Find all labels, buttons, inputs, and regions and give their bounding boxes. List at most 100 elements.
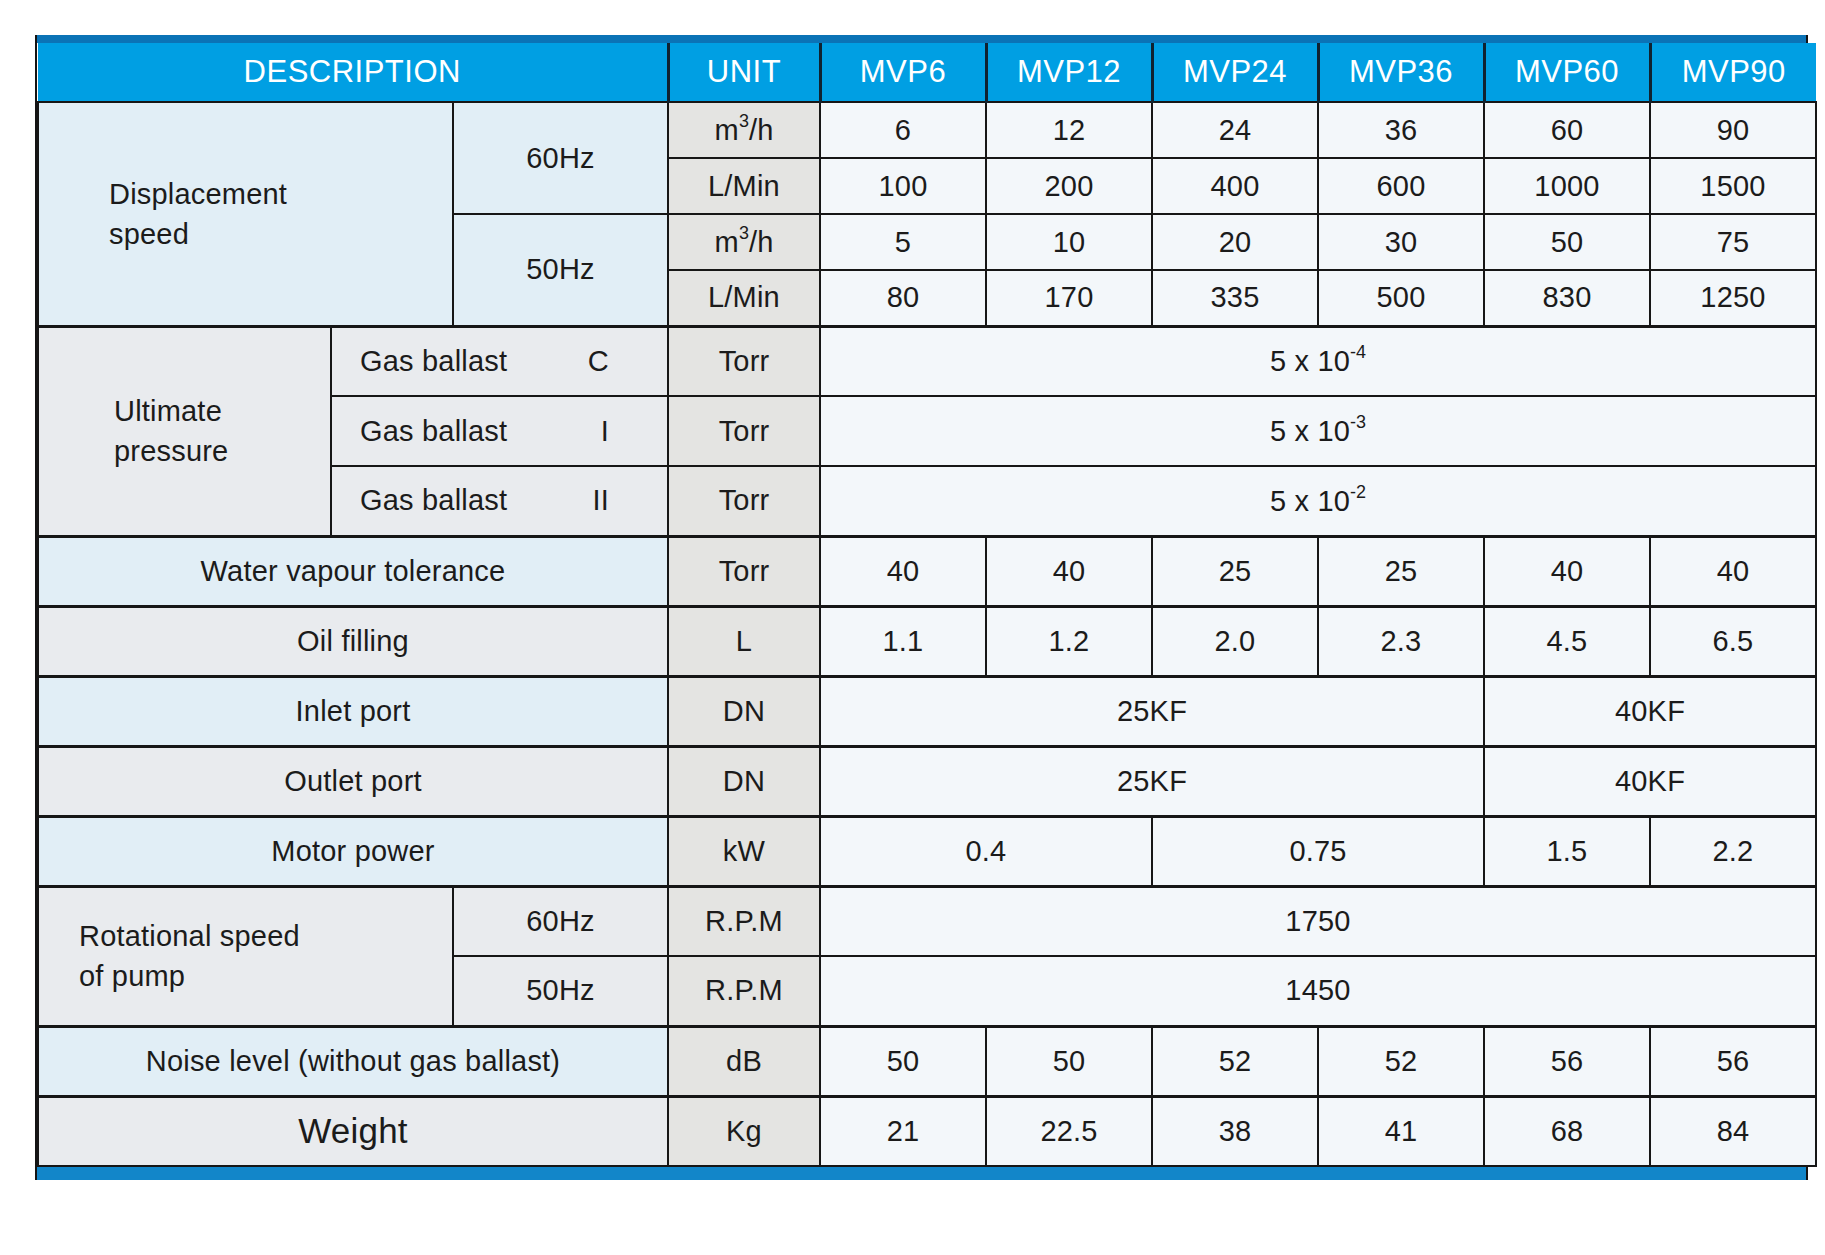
gas-ballast-grade: I <box>601 415 609 448</box>
value-cell: 200 <box>986 158 1152 214</box>
unit-cell-m3h: m3/h <box>668 214 820 270</box>
value-cell: 21 <box>820 1096 986 1166</box>
row-inlet-port: Inlet port DN 25KF 40KF <box>38 676 1816 746</box>
header-model-mvp90: MVP90 <box>1650 43 1816 102</box>
value-cell: 6.5 <box>1650 606 1816 676</box>
value-cell: 52 <box>1318 1026 1484 1096</box>
gas-ballast-ii-cell: Gas ballast II <box>331 466 668 536</box>
header-description: DESCRIPTION <box>38 43 668 102</box>
row-displacement-60-m3h: Displacement speed 60Hz m3/h 6 12 24 36 … <box>38 102 1816 158</box>
gas-ballast-label: Gas ballast <box>360 415 507 448</box>
unit-m3h-post: /h <box>749 226 774 258</box>
top-accent-bar <box>37 35 1806 43</box>
value-cell-span: 0.4 <box>820 816 1152 886</box>
row-weight: Weight Kg 21 22.5 38 41 68 84 <box>38 1096 1816 1166</box>
rotational-label-line2: of pump <box>79 956 452 996</box>
displacement-label-line2: speed <box>109 214 452 254</box>
ultimate-pressure-label-cell: Ultimate pressure <box>38 326 331 536</box>
weight-label-cell: Weight <box>38 1096 668 1166</box>
value-cell: 500 <box>1318 270 1484 326</box>
header-model-mvp60: MVP60 <box>1484 43 1650 102</box>
row-rotational-speed-60: Rotational speed of pump 60Hz R.P.M 1750 <box>38 886 1816 956</box>
value-cell: 400 <box>1152 158 1318 214</box>
displacement-label-line1: Displacement <box>109 174 452 214</box>
oil-filling-label-cell: Oil filling <box>38 606 668 676</box>
value-cell: 10 <box>986 214 1152 270</box>
value-cell: 50 <box>986 1026 1152 1096</box>
value-cell: 52 <box>1152 1026 1318 1096</box>
value-cell: 2.0 <box>1152 606 1318 676</box>
rotational-50hz-cell: 50Hz <box>453 956 668 1026</box>
value-cell: 1.2 <box>986 606 1152 676</box>
outlet-port-label-cell: Outlet port <box>38 746 668 816</box>
unit-cell-torr: Torr <box>668 466 820 536</box>
value-cell: 6 <box>820 102 986 158</box>
value-cell-span: 5 x 10-3 <box>820 396 1816 466</box>
value-cell-span: 25KF <box>820 676 1484 746</box>
unit-cell-rpm: R.P.M <box>668 886 820 956</box>
value-cell: 2.2 <box>1650 816 1816 886</box>
value-cell: 56 <box>1484 1026 1650 1096</box>
value-cell-span: 40KF <box>1484 746 1816 816</box>
value-cell: 41 <box>1318 1096 1484 1166</box>
value-cell: 40 <box>1650 536 1816 606</box>
unit-cell-db: dB <box>668 1026 820 1096</box>
value-cell: 4.5 <box>1484 606 1650 676</box>
value-cell: 100 <box>820 158 986 214</box>
unit-cell-lmin: L/Min <box>668 270 820 326</box>
gas-ballast-grade: C <box>588 345 609 378</box>
gas-ballast-label: Gas ballast <box>360 345 507 378</box>
unit-cell-torr: Torr <box>668 396 820 466</box>
value-cell: 24 <box>1152 102 1318 158</box>
unit-cell-torr: Torr <box>668 326 820 396</box>
value-cell: 40 <box>986 536 1152 606</box>
unit-cell-m3h: m3/h <box>668 102 820 158</box>
specifications-table: DESCRIPTION UNIT MVP6 MVP12 MVP24 MVP36 … <box>37 43 1817 1167</box>
value-cell-span: 0.75 <box>1152 816 1484 886</box>
displacement-label-cell: Displacement speed <box>38 102 453 326</box>
value-cell: 12 <box>986 102 1152 158</box>
value-cell: 38 <box>1152 1096 1318 1166</box>
water-vapour-label-cell: Water vapour tolerance <box>38 536 668 606</box>
value-cell: 90 <box>1650 102 1816 158</box>
ultimate-label-line1: Ultimate <box>114 391 330 431</box>
gas-ballast-label: Gas ballast <box>360 484 507 517</box>
ultimate-label-line2: pressure <box>114 431 330 471</box>
row-oil-filling: Oil filling L 1.1 1.2 2.0 2.3 4.5 6.5 <box>38 606 1816 676</box>
pressure-base: 5 x 10 <box>1270 485 1350 517</box>
value-cell: 830 <box>1484 270 1650 326</box>
gas-ballast-i-cell: Gas ballast I <box>331 396 668 466</box>
value-cell: 50 <box>1484 214 1650 270</box>
value-cell: 50 <box>820 1026 986 1096</box>
value-cell: 30 <box>1318 214 1484 270</box>
motor-power-label-cell: Motor power <box>38 816 668 886</box>
displacement-50hz-cell: 50Hz <box>453 214 668 326</box>
header-unit: UNIT <box>668 43 820 102</box>
row-motor-power: Motor power kW 0.4 0.75 1.5 2.2 <box>38 816 1816 886</box>
value-cell: 75 <box>1650 214 1816 270</box>
unit-cell-torr: Torr <box>668 536 820 606</box>
value-cell: 25 <box>1318 536 1484 606</box>
unit-cell-rpm: R.P.M <box>668 956 820 1026</box>
value-cell: 1.1 <box>820 606 986 676</box>
rotational-speed-label-cell: Rotational speed of pump <box>38 886 453 1026</box>
unit-m3h-sup: 3 <box>739 111 749 131</box>
unit-cell-dn: DN <box>668 746 820 816</box>
value-cell: 335 <box>1152 270 1318 326</box>
value-cell: 2.3 <box>1318 606 1484 676</box>
header-model-mvp12: MVP12 <box>986 43 1152 102</box>
gas-ballast-c-cell: Gas ballast C <box>331 326 668 396</box>
value-cell: 1500 <box>1650 158 1816 214</box>
bottom-accent-bar <box>37 1167 1806 1180</box>
value-cell: 40 <box>1484 536 1650 606</box>
value-cell-span: 25KF <box>820 746 1484 816</box>
noise-level-label-cell: Noise level (without gas ballast) <box>38 1026 668 1096</box>
pressure-exponent: -2 <box>1350 482 1366 502</box>
header-model-mvp36: MVP36 <box>1318 43 1484 102</box>
header-row: DESCRIPTION UNIT MVP6 MVP12 MVP24 MVP36 … <box>38 43 1816 102</box>
value-cell: 36 <box>1318 102 1484 158</box>
header-model-mvp6: MVP6 <box>820 43 986 102</box>
row-water-vapour-tolerance: Water vapour tolerance Torr 40 40 25 25 … <box>38 536 1816 606</box>
pressure-base: 5 x 10 <box>1270 345 1350 377</box>
value-cell: 84 <box>1650 1096 1816 1166</box>
